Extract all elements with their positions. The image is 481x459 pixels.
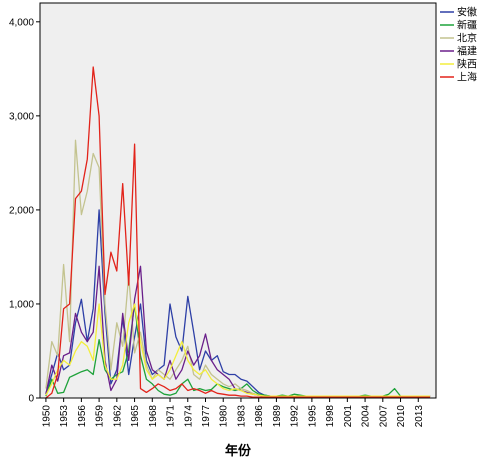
x-tick-label: 1986 — [254, 405, 265, 428]
legend-label: 陕西 — [457, 58, 477, 71]
x-tick-label: 1959 — [95, 405, 106, 428]
series-line-5 — [45, 303, 431, 397]
x-tick-label: 1974 — [183, 405, 194, 428]
legend-label: 上海 — [457, 71, 477, 84]
legend-label: 北京 — [457, 32, 477, 45]
x-tick-label: 2007 — [378, 405, 389, 428]
x-tick-label: 2001 — [343, 405, 354, 428]
plot-frame — [39, 2, 437, 399]
y-tick-label: 0 — [28, 394, 34, 405]
legend-label: 福建 — [457, 45, 477, 58]
y-tick-label: 3,000 — [9, 111, 34, 122]
x-tick-label: 1995 — [307, 405, 318, 428]
x-axis-title: 年份 — [225, 443, 252, 459]
x-tick-label: 2004 — [361, 405, 372, 428]
x-tick-label: 1980 — [219, 405, 230, 428]
x-tick-label: 1953 — [59, 405, 70, 428]
x-tick-label: 1992 — [290, 405, 301, 428]
x-tick-label: 1977 — [201, 405, 212, 428]
x-tick-label: 1950 — [41, 405, 52, 428]
x-tick-label: 2010 — [396, 405, 407, 428]
x-tick-label: 1968 — [148, 405, 159, 428]
legend-label: 安徽 — [457, 6, 477, 19]
x-tick-label: 1983 — [236, 405, 247, 428]
series-line-6 — [45, 66, 431, 399]
x-tick-label: 2013 — [414, 405, 425, 428]
plot-area — [40, 3, 436, 398]
y-tick-label: 2,000 — [9, 205, 34, 216]
x-tick-label: 1998 — [325, 405, 336, 428]
x-tick-label: 1962 — [112, 405, 123, 428]
series-lines — [45, 66, 431, 399]
x-tick-label: 1989 — [272, 405, 283, 428]
x-tick-label: 1965 — [130, 405, 141, 428]
y-tick-label: 4,000 — [9, 17, 34, 28]
y-tick-label: 1,000 — [9, 299, 34, 310]
axes: 0 1,000 2,000 3,000 4,000 1950 1953 1956 1959 196… — [9, 2, 437, 428]
x-tick-label: 1971 — [166, 405, 177, 428]
x-tick-label: 1956 — [77, 405, 88, 428]
legend-label: 新疆 — [457, 19, 477, 32]
